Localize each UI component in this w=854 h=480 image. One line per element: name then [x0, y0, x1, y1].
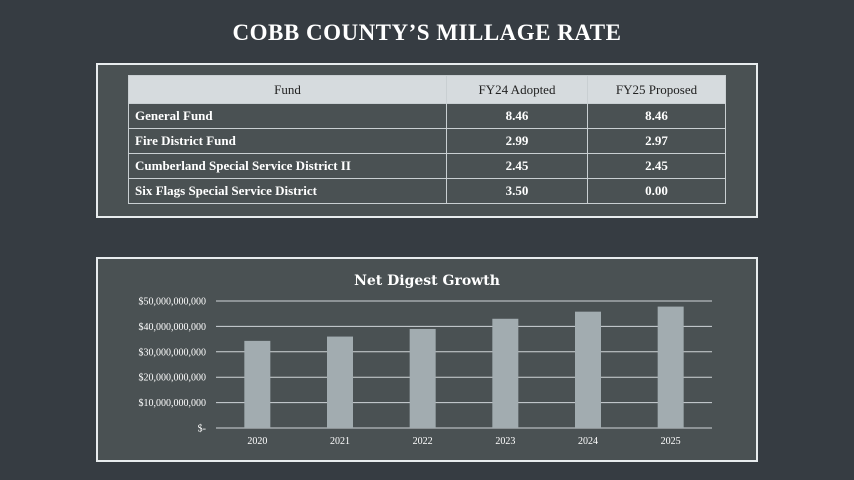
x-tick-label: 2024	[578, 436, 598, 447]
bar	[327, 336, 353, 428]
fy25-value: 0.00	[587, 178, 726, 204]
table-row: Fire District Fund 2.99 2.97	[128, 128, 726, 154]
y-tick-label: $50,000,000,000	[139, 297, 207, 308]
y-tick-label: $20,000,000,000	[139, 373, 207, 384]
y-tick-label: $40,000,000,000	[139, 322, 207, 333]
fy24-value: 3.50	[446, 178, 588, 204]
fund-name: Fire District Fund	[128, 128, 447, 154]
fy24-value: 2.99	[446, 128, 588, 154]
fy25-value: 2.97	[587, 128, 726, 154]
millage-table-panel: Fund FY24 Adopted FY25 Proposed General …	[96, 63, 758, 218]
table-row: General Fund 8.46 8.46	[128, 103, 726, 129]
fy24-value: 8.46	[446, 103, 588, 129]
bar	[657, 306, 684, 428]
y-tick-label: $30,000,000,000	[139, 347, 207, 358]
fy25-value: 8.46	[587, 103, 726, 129]
x-tick-label: 2021	[330, 436, 350, 447]
fund-name: Six Flags Special Service District	[128, 178, 447, 204]
x-tick-label: 2025	[661, 436, 681, 447]
x-tick-label: 2022	[413, 436, 433, 447]
x-tick-label: 2023	[495, 436, 515, 447]
header-fy24-adopted: FY24 Adopted	[446, 75, 588, 104]
fund-name: General Fund	[128, 103, 447, 129]
y-tick-label: $10,000,000,000	[139, 398, 207, 409]
fy24-value: 2.45	[446, 153, 588, 179]
x-tick-label: 2020	[247, 436, 267, 447]
bar	[409, 328, 436, 428]
header-fund: Fund	[128, 75, 447, 104]
bar	[575, 311, 601, 428]
millage-table: Fund FY24 Adopted FY25 Proposed General …	[128, 75, 726, 204]
header-fy25-proposed: FY25 Proposed	[587, 75, 726, 104]
y-tick-label: $-	[198, 424, 206, 435]
bar-chart: $- $10,000,000,000 $20,000,000,000 $30,000,…	[139, 297, 712, 447]
table-row: Cumberland Special Service District II 2…	[128, 153, 726, 179]
bar	[492, 318, 519, 428]
chart-title: Net Digest Growth	[354, 273, 500, 289]
fy25-value: 2.45	[587, 153, 726, 179]
table-header-row: Fund FY24 Adopted FY25 Proposed	[128, 75, 726, 104]
bar	[244, 340, 271, 428]
slide-title: COBB COUNTY’S MILLAGE RATE	[232, 20, 622, 45]
net-digest-chart-panel: Net Digest Growth $- $10,000,000,000 $20,0…	[96, 257, 758, 462]
table-row: Six Flags Special Service District 3.50 …	[128, 178, 726, 204]
fund-name: Cumberland Special Service District II	[128, 153, 447, 179]
